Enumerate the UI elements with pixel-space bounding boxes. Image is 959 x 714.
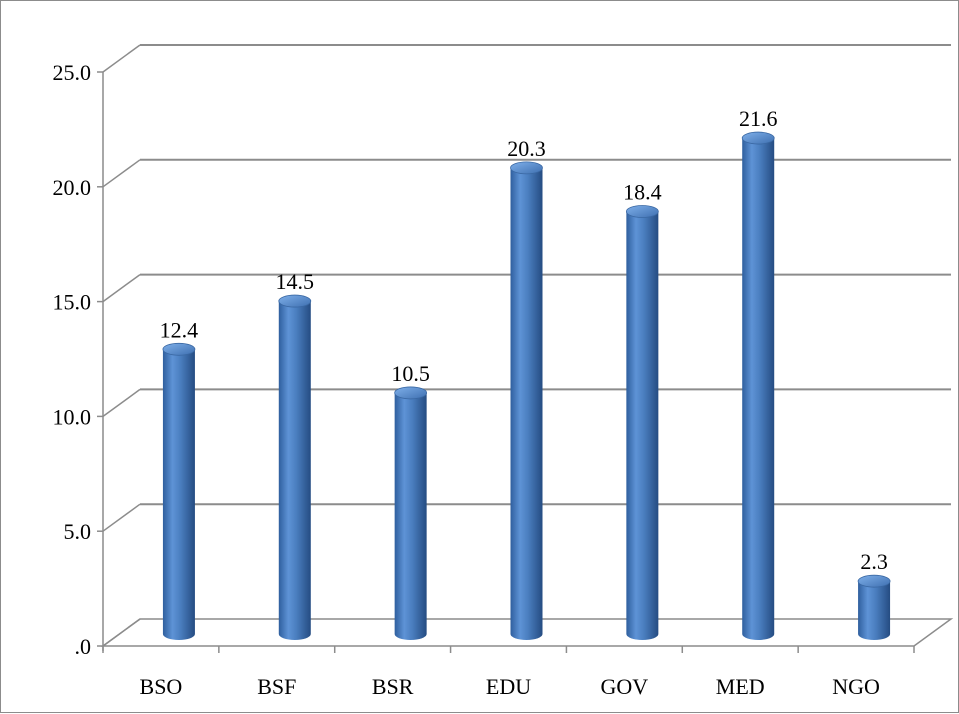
y-tick-label: 20.0 bbox=[53, 175, 92, 200]
data-label: 20.3 bbox=[507, 136, 546, 161]
bar-cap bbox=[395, 387, 427, 399]
side-wall-gridline bbox=[103, 160, 140, 187]
bar-gov bbox=[626, 206, 658, 640]
x-tick-label: BSO bbox=[140, 674, 183, 699]
bar-cap bbox=[858, 575, 890, 587]
bar-edu bbox=[511, 162, 543, 640]
y-tick-label: 25.0 bbox=[53, 60, 92, 85]
y-tick-label: 15.0 bbox=[53, 290, 92, 315]
y-tick-label: 5.0 bbox=[64, 519, 92, 544]
bar-cap bbox=[163, 343, 195, 355]
bar-body bbox=[511, 168, 543, 640]
data-label: 12.4 bbox=[160, 317, 199, 342]
bars bbox=[163, 132, 890, 640]
bar-med bbox=[742, 132, 774, 640]
side-wall-gridline bbox=[103, 275, 140, 302]
data-label: 21.6 bbox=[739, 106, 778, 131]
bar-cap bbox=[742, 132, 774, 144]
bar-body bbox=[858, 581, 890, 640]
bar-bso bbox=[163, 343, 195, 640]
x-tick-label: GOV bbox=[601, 674, 649, 699]
y-tick-label: .0 bbox=[75, 634, 92, 659]
x-tick-label: NGO bbox=[832, 674, 880, 699]
bar-bsf bbox=[279, 295, 311, 640]
data-label: 10.5 bbox=[391, 361, 430, 386]
bar-body bbox=[279, 301, 311, 640]
x-tick-label: MED bbox=[716, 674, 765, 699]
bar-body bbox=[395, 393, 427, 640]
bar-cap bbox=[626, 206, 658, 218]
y-tick-label: 10.0 bbox=[53, 404, 92, 429]
x-tick-label: EDU bbox=[486, 674, 531, 699]
x-tick-label: BSR bbox=[372, 674, 414, 699]
data-label: 14.5 bbox=[276, 269, 315, 294]
side-wall-gridline bbox=[103, 389, 140, 416]
bar-body bbox=[626, 212, 658, 640]
data-label: 2.3 bbox=[860, 549, 888, 574]
bar-body bbox=[742, 138, 774, 640]
side-wall-gridline bbox=[103, 504, 140, 531]
bar-bsr bbox=[395, 387, 427, 640]
x-tick-label: BSF bbox=[257, 674, 296, 699]
side-wall-gridline bbox=[103, 45, 140, 72]
bar-cap bbox=[511, 162, 543, 174]
bar-body bbox=[163, 349, 195, 640]
bar-ngo bbox=[858, 575, 890, 640]
data-label: 18.4 bbox=[623, 180, 662, 205]
bar-cap bbox=[279, 295, 311, 307]
